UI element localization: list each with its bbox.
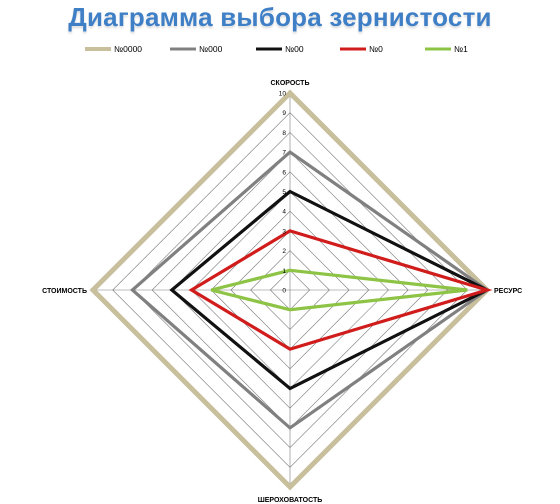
tick-label: 3 — [282, 228, 286, 235]
legend-label: №1 — [454, 44, 468, 54]
series-line — [210, 268, 468, 312]
tick-label: 2 — [282, 248, 286, 255]
legend-label: №0000 — [114, 44, 142, 54]
tick-label: 1 — [282, 268, 286, 275]
legend-label: №000 — [199, 44, 223, 54]
series-line — [169, 189, 491, 391]
tick-label: 6 — [282, 169, 286, 176]
series-line — [129, 150, 490, 430]
chart-title: Диаграмма выбора зернистости — [68, 2, 492, 32]
axis-label: СКОРОСТЬ — [271, 80, 310, 87]
axis-label: ШЕРОХОВАТОСТЬ — [258, 497, 323, 504]
legend-label: №00 — [285, 44, 304, 54]
tick-label: 7 — [282, 150, 286, 157]
tick-label: 5 — [282, 189, 286, 196]
legend-label: №0 — [369, 44, 383, 54]
tick-label: 8 — [282, 130, 286, 137]
series-line — [188, 229, 493, 351]
axis-label: СТОИМОСТЬ — [42, 288, 87, 295]
series-line — [89, 89, 491, 491]
tick-label: 9 — [282, 110, 286, 117]
tick-label: 0 — [282, 288, 286, 295]
tick-label: 10 — [279, 91, 287, 98]
axis-label: РЕСУРС — [494, 288, 522, 295]
tick-label: 4 — [282, 209, 286, 216]
